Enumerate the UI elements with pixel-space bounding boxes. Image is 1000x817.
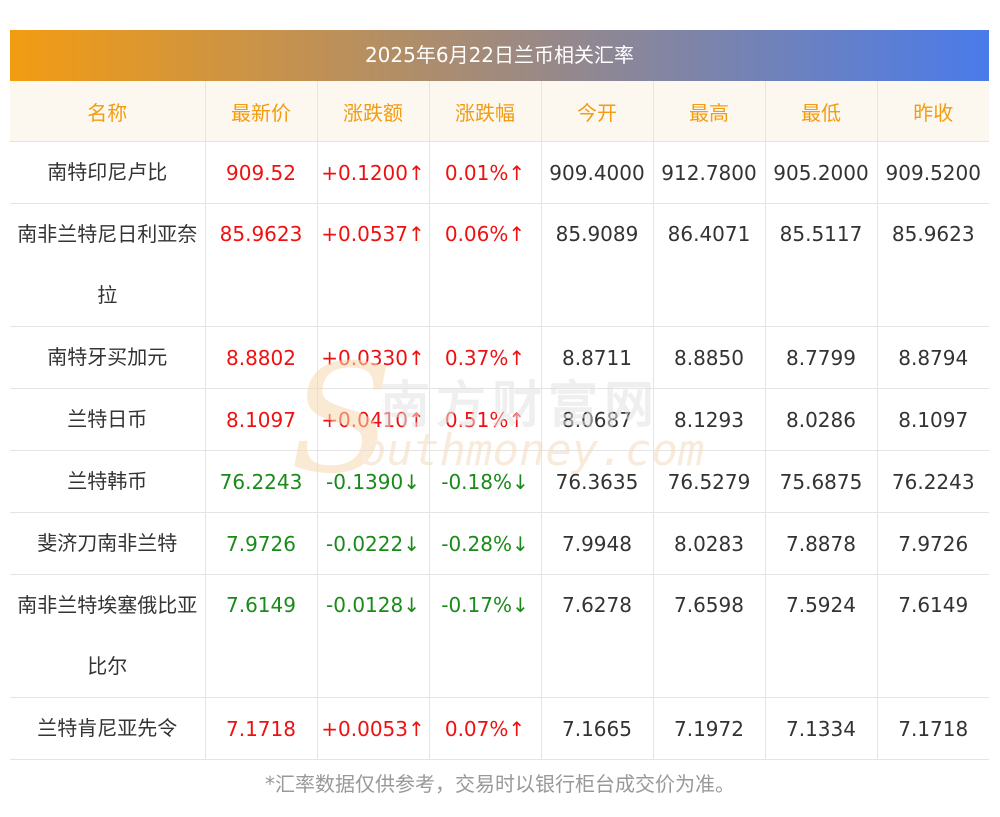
currency-name: 兰特韩币 [10,450,206,513]
currency-name: 南特印尼卢比 [10,141,206,204]
open-price: 7.9948 [541,512,654,575]
table-row: 斐济刀南非兰特 7.9726 -0.0222↓ -0.28%↓ 7.9948 8… [10,512,989,575]
table-row: 兰特日币 8.1097 +0.0410↑ 0.51%↑ 8.0687 8.129… [10,388,989,451]
low-price: 85.5117 [765,203,878,327]
low-price: 7.8878 [765,512,878,575]
table-row: 兰特肯尼亚先令 7.1718 +0.0053↑ 0.07%↑ 7.1665 7.… [10,697,989,760]
currency-name: 斐济刀南非兰特 [10,512,206,575]
latest-price: 85.9623 [205,203,318,327]
prev-close: 8.1097 [877,388,989,451]
table-row: 南非兰特埃塞俄比亚比尔 7.6149 -0.0128↓ -0.17%↓ 7.62… [10,574,989,698]
open-price: 909.4000 [541,141,654,204]
high-price: 76.5279 [653,450,766,513]
change-amount: +0.0537↑ [317,203,430,327]
currency-name: 南特牙买加元 [10,326,206,389]
table-row: 南特印尼卢比 909.52 +0.1200↑ 0.01%↑ 909.4000 9… [10,141,989,204]
change-amount: -0.1390↓ [317,450,430,513]
high-price: 7.1972 [653,697,766,760]
high-price: 8.1293 [653,388,766,451]
latest-price: 8.8802 [205,326,318,389]
high-price: 8.0283 [653,512,766,575]
header-open: 今开 [541,81,654,142]
change-amount: -0.0128↓ [317,574,430,698]
table-title: 2025年6月22日兰币相关汇率 [10,30,989,81]
prev-close: 8.8794 [877,326,989,389]
change-percent: 0.06%↑ [429,203,542,327]
currency-name: 南非兰特尼日利亚奈拉 [10,203,206,327]
latest-price: 7.9726 [205,512,318,575]
latest-price: 7.1718 [205,697,318,760]
table-row: 南特牙买加元 8.8802 +0.0330↑ 0.37%↑ 8.8711 8.8… [10,326,989,389]
change-percent: -0.18%↓ [429,450,542,513]
change-percent: 0.07%↑ [429,697,542,760]
open-price: 7.1665 [541,697,654,760]
low-price: 7.1334 [765,697,878,760]
header-latest: 最新价 [205,81,318,142]
header-prev: 昨收 [877,81,989,142]
change-amount: +0.0053↑ [317,697,430,760]
change-amount: +0.0330↑ [317,326,430,389]
change-percent: 0.37%↑ [429,326,542,389]
change-amount: -0.0222↓ [317,512,430,575]
prev-close: 7.1718 [877,697,989,760]
open-price: 8.8711 [541,326,654,389]
header-name: 名称 [10,81,206,142]
header-pct: 涨跌幅 [429,81,542,142]
low-price: 7.5924 [765,574,878,698]
latest-price: 909.52 [205,141,318,204]
open-price: 85.9089 [541,203,654,327]
header-low: 最低 [765,81,878,142]
table-row: 南非兰特尼日利亚奈拉 85.9623 +0.0537↑ 0.06%↑ 85.90… [10,203,989,327]
header-change: 涨跌额 [317,81,430,142]
prev-close: 76.2243 [877,450,989,513]
header-row: 名称 最新价 涨跌额 涨跌幅 今开 最高 最低 昨收 [10,81,989,142]
open-price: 8.0687 [541,388,654,451]
exchange-rate-table: 名称 最新价 涨跌额 涨跌幅 今开 最高 最低 昨收 南特印尼卢比 909.52… [10,81,989,760]
header-high: 最高 [653,81,766,142]
change-percent: -0.28%↓ [429,512,542,575]
change-percent: 0.01%↑ [429,141,542,204]
latest-price: 7.6149 [205,574,318,698]
change-amount: +0.1200↑ [317,141,430,204]
low-price: 8.7799 [765,326,878,389]
high-price: 7.6598 [653,574,766,698]
currency-name: 兰特日币 [10,388,206,451]
currency-name: 兰特肯尼亚先令 [10,697,206,760]
latest-price: 8.1097 [205,388,318,451]
prev-close: 909.5200 [877,141,989,204]
change-percent: -0.17%↓ [429,574,542,698]
currency-name: 南非兰特埃塞俄比亚比尔 [10,574,206,698]
open-price: 76.3635 [541,450,654,513]
prev-close: 7.6149 [877,574,989,698]
prev-close: 7.9726 [877,512,989,575]
low-price: 905.2000 [765,141,878,204]
table-row: 兰特韩币 76.2243 -0.1390↓ -0.18%↓ 76.3635 76… [10,450,989,513]
open-price: 7.6278 [541,574,654,698]
high-price: 912.7800 [653,141,766,204]
change-percent: 0.51%↑ [429,388,542,451]
high-price: 8.8850 [653,326,766,389]
rate-table-container: 2025年6月22日兰币相关汇率 名称 最新价 涨跌额 涨跌幅 今开 最高 最低… [10,30,989,760]
change-amount: +0.0410↑ [317,388,430,451]
high-price: 86.4071 [653,203,766,327]
disclaimer-note: *汇率数据仅供参考，交易时以银行柜台成交价为准。 [265,772,735,796]
prev-close: 85.9623 [877,203,989,327]
low-price: 8.0286 [765,388,878,451]
latest-price: 76.2243 [205,450,318,513]
low-price: 75.6875 [765,450,878,513]
